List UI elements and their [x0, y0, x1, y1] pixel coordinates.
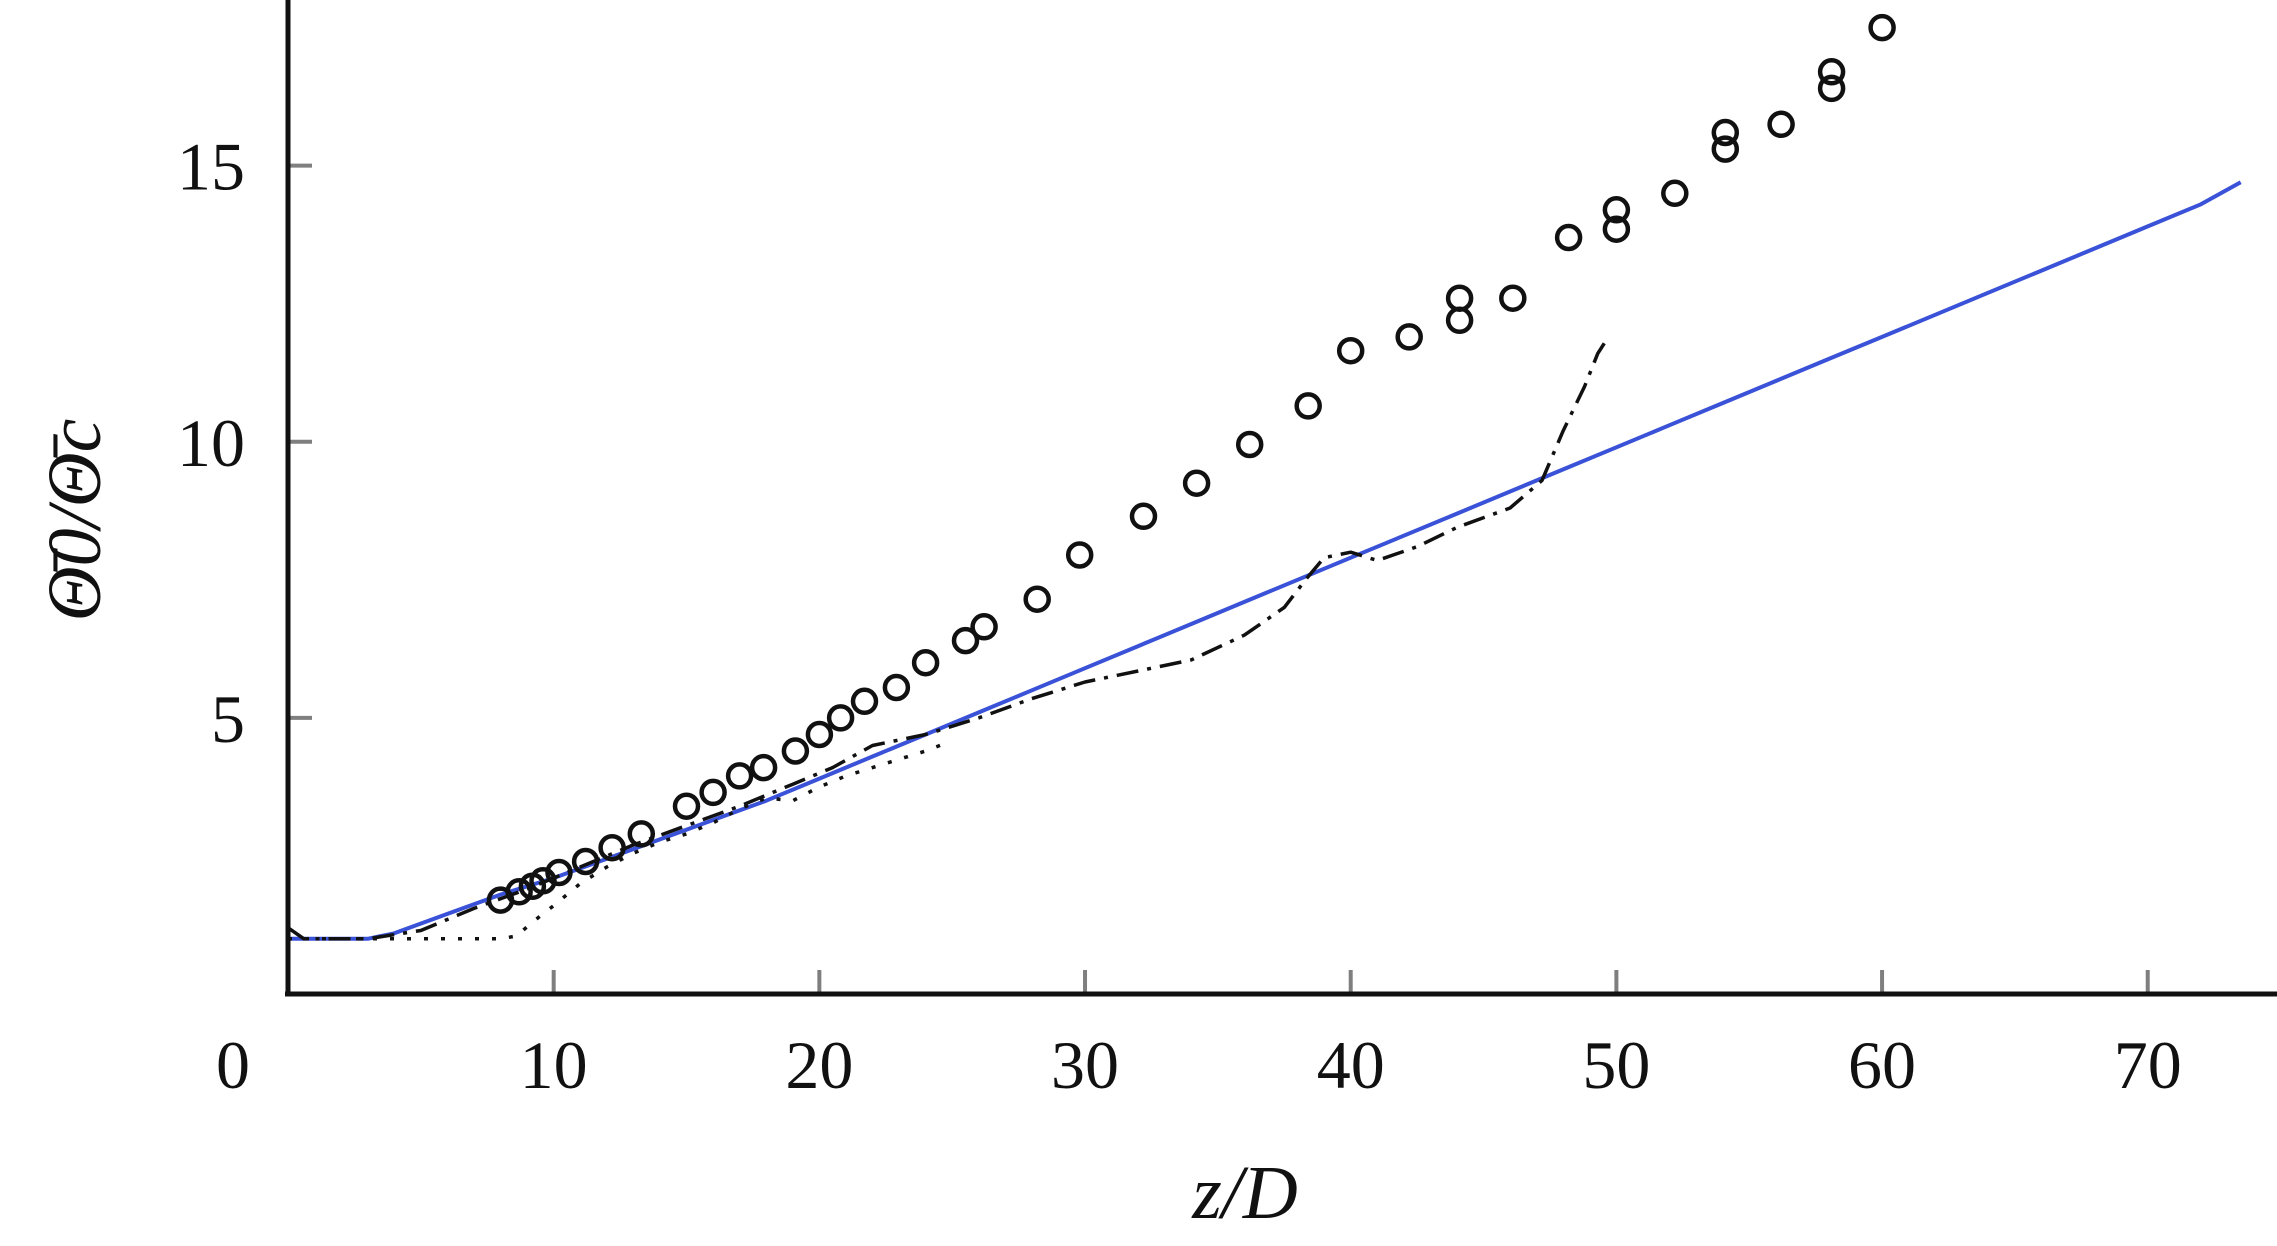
- data-point: [1817, 58, 1846, 86]
- data-point: [545, 858, 573, 887]
- x-axis-label: z/D: [1191, 1151, 1298, 1235]
- data-point: [1711, 135, 1740, 163]
- tick-marks: [288, 163, 2150, 994]
- data-point: [1065, 541, 1094, 569]
- data-point: [1767, 110, 1795, 139]
- x-tick-label: 30: [1051, 1027, 1119, 1103]
- data-point: [1711, 118, 1740, 147]
- data-point: [672, 792, 701, 820]
- y-axis-label: Θ̄0/Θ̄c: [33, 419, 117, 622]
- series-line-solid: [288, 180, 2242, 941]
- data-point: [1023, 585, 1051, 613]
- data-point: [1445, 284, 1474, 312]
- data-point: [1554, 223, 1583, 252]
- data-point: [1661, 179, 1689, 208]
- data-point: [1499, 284, 1527, 312]
- data-point: [505, 878, 533, 906]
- data-point: [598, 833, 626, 862]
- data-point: [1235, 430, 1264, 459]
- y-tick-label: 10: [177, 405, 245, 481]
- axes: [285, 0, 2277, 997]
- x-tick-label: 40: [1317, 1027, 1385, 1103]
- data-point: [1445, 306, 1474, 335]
- series-layer: [286, 180, 2242, 941]
- data-point: [882, 673, 911, 702]
- x-tick-label: 10: [520, 1027, 588, 1103]
- data-point: [1602, 196, 1631, 224]
- data-point: [1129, 502, 1158, 531]
- x-tick-label: 20: [785, 1027, 853, 1103]
- data-point: [1817, 74, 1846, 103]
- data-point: [627, 820, 656, 848]
- data-point: [781, 737, 810, 765]
- tick-labels: 0 10 20 30 40 50 60 70 5 10 15: [177, 129, 2182, 1103]
- series-line-dotted: [288, 741, 948, 941]
- data-point: [1868, 13, 1896, 42]
- data-point: [725, 762, 754, 790]
- data-point: [1395, 323, 1423, 351]
- data-point: [911, 648, 940, 677]
- markers-layer: [486, 13, 1896, 914]
- data-point: [1294, 392, 1322, 420]
- x-tick-label: 50: [1582, 1027, 1650, 1103]
- data-point: [970, 613, 998, 641]
- data-point: [1182, 469, 1211, 497]
- y-tick-label: 15: [177, 129, 245, 205]
- data-point: [699, 778, 727, 807]
- data-point: [1602, 215, 1631, 243]
- data-point: [1336, 336, 1365, 365]
- data-point: [826, 704, 855, 732]
- data-point: [571, 847, 600, 876]
- y-tick-label: 5: [211, 681, 245, 757]
- data-point: [805, 720, 834, 749]
- data-point: [951, 626, 980, 655]
- series-line-dash-dot: [286, 335, 1610, 941]
- data-point: [850, 687, 879, 716]
- data-point: [749, 753, 778, 782]
- x-tick-label: 60: [1848, 1027, 1916, 1103]
- x-tick-label: 70: [2114, 1027, 2182, 1103]
- x-tick-label: 0: [216, 1027, 250, 1103]
